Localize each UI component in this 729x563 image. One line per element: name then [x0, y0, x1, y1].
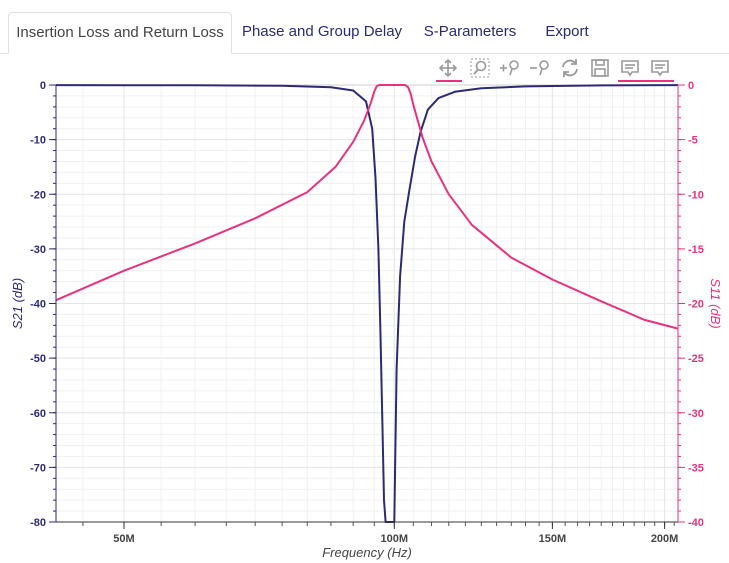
- right-axis-tick-label: -10: [688, 189, 704, 201]
- pan-icon[interactable]: [436, 56, 460, 80]
- minor-grid: [56, 84, 678, 523]
- left-axis-tick-label: 0: [40, 80, 46, 92]
- right-axis-tick-label: 0: [688, 80, 694, 92]
- right-axis-tick-label: -15: [688, 244, 704, 256]
- right-axis-tick-label: -30: [688, 408, 704, 420]
- right-axis-tick-label: -5: [688, 135, 698, 147]
- bottom-axis-tick-label: 100M: [381, 533, 409, 545]
- y-axis-label-right: S11 (dB): [708, 278, 723, 328]
- y-axis-label-left: S21 (dB): [10, 278, 25, 329]
- left-axis-tick-label: -30: [30, 244, 46, 256]
- reset-icon[interactable]: [558, 56, 582, 80]
- left-axis-tick-label: -40: [30, 299, 46, 311]
- bottom-axis: 50M 100M 150M 200M: [56, 521, 679, 545]
- left-axis-tick-label: -60: [30, 408, 46, 420]
- tab-export[interactable]: Export: [545, 23, 589, 40]
- box-zoom-icon[interactable]: [468, 56, 492, 80]
- tab-bar-divider: [0, 53, 729, 54]
- hover-active-indicator: [618, 80, 674, 82]
- plot-frame: [55, 84, 679, 523]
- left-axis-tick-label: -10: [30, 135, 46, 147]
- series-line-s11: [55, 84, 679, 330]
- zoom-out-icon[interactable]: [528, 56, 552, 80]
- tab-phase-group-delay[interactable]: Phase and Group Delay: [241, 23, 403, 40]
- left-axis-tick-label: -50: [30, 353, 46, 365]
- left-axis-tick-label: -80: [30, 517, 46, 529]
- right-axis: 0 -5 -10 -15 -20 -25 -30 -35 -40: [677, 80, 704, 529]
- tab-insertion-return-loss[interactable]: Insertion Loss and Return Loss: [8, 12, 232, 54]
- hover-s21-icon[interactable]: [618, 56, 642, 80]
- left-axis-tick-label: -70: [30, 462, 46, 474]
- x-axis-label: Frequency (Hz): [322, 545, 412, 560]
- pan-active-indicator: [436, 80, 462, 82]
- major-grid: [56, 84, 678, 523]
- series-layer: [55, 84, 679, 523]
- series-line-s21: [55, 84, 679, 523]
- bottom-axis-tick-label: 200M: [651, 533, 679, 545]
- right-axis-tick-label: -40: [688, 517, 704, 529]
- right-axis-tick-label: -20: [688, 299, 704, 311]
- tab-bar: Insertion Loss and Return Loss Phase and…: [0, 0, 729, 54]
- hover-s11-icon[interactable]: [648, 56, 672, 80]
- zoom-in-icon[interactable]: [498, 56, 522, 80]
- bottom-axis-tick-label: 50M: [113, 533, 134, 545]
- right-axis-tick-label: -35: [688, 462, 704, 474]
- right-axis-tick-label: -25: [688, 353, 704, 365]
- bottom-axis-tick-label: 150M: [539, 533, 567, 545]
- save-icon[interactable]: [588, 56, 612, 80]
- left-axis: 0 -10 -20 -30 -40 -50 -60 -70 -80: [30, 80, 57, 529]
- tab-s-parameters[interactable]: S-Parameters: [423, 23, 517, 40]
- left-axis-tick-label: -20: [30, 189, 46, 201]
